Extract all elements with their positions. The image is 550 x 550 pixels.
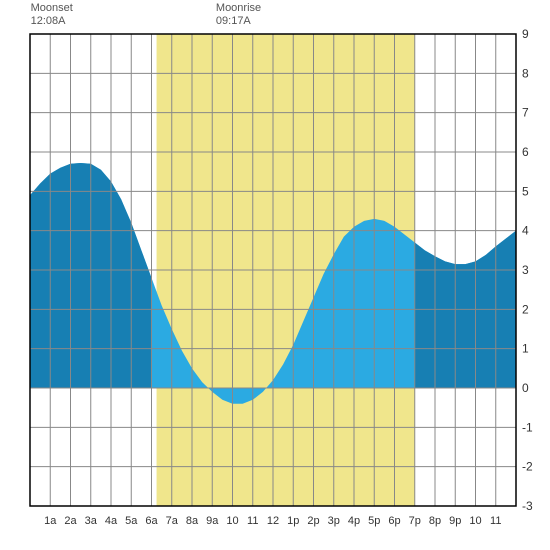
- y-tick-label: 6: [522, 145, 529, 159]
- moon-event-time: 12:08A: [31, 15, 73, 28]
- y-tick-label: 5: [522, 184, 529, 198]
- x-tick-label: 9a: [206, 515, 219, 527]
- y-tick-label: 1: [522, 342, 529, 356]
- x-tick-label: 3a: [85, 515, 98, 527]
- y-tick-label: 8: [522, 66, 529, 80]
- y-tick-label: -3: [522, 499, 533, 513]
- y-tick-label: 2: [522, 302, 529, 316]
- x-tick-label: 8a: [186, 515, 199, 527]
- x-tick-label: 4p: [348, 515, 360, 527]
- y-tick-label: 4: [522, 224, 529, 238]
- x-tick-label: 2a: [64, 515, 77, 527]
- y-tick-label: 0: [522, 381, 529, 395]
- moon-event-time: 09:17A: [216, 15, 261, 28]
- tide-chart: -3-2-101234567891a2a3a4a5a6a7a8a9a101112…: [0, 0, 550, 550]
- x-tick-label: 12: [267, 515, 279, 527]
- y-tick-label: 7: [522, 106, 529, 120]
- x-tick-label: 5p: [368, 515, 380, 527]
- x-tick-label: 4a: [105, 515, 118, 527]
- x-tick-label: 7p: [409, 515, 421, 527]
- moon-event-name: Moonset: [31, 2, 73, 14]
- x-tick-label: 6a: [145, 515, 158, 527]
- x-tick-label: 10: [469, 515, 481, 527]
- x-tick-label: 11: [247, 515, 258, 527]
- x-tick-label: 1a: [44, 515, 57, 527]
- moon-event-name: Moonrise: [216, 2, 261, 14]
- x-tick-label: 3p: [328, 515, 340, 527]
- x-tick-label: 2p: [307, 515, 319, 527]
- x-tick-label: 5a: [125, 515, 138, 527]
- x-tick-label: 6p: [388, 515, 400, 527]
- x-tick-label: 11: [490, 515, 501, 527]
- x-tick-label: 9p: [449, 515, 461, 527]
- x-tick-label: 7a: [166, 515, 179, 527]
- x-tick-label: 1p: [287, 515, 299, 527]
- x-tick-label: 10: [226, 515, 238, 527]
- moonset-label: Moonset12:08A: [31, 2, 73, 28]
- chart-svg: -3-2-101234567891a2a3a4a5a6a7a8a9a101112…: [0, 0, 550, 550]
- y-tick-label: -1: [522, 420, 533, 434]
- x-tick-label: 8p: [429, 515, 441, 527]
- moonrise-label: Moonrise09:17A: [216, 2, 261, 28]
- y-tick-label: 9: [522, 27, 529, 41]
- y-tick-label: -2: [522, 460, 533, 474]
- y-tick-label: 3: [522, 263, 529, 277]
